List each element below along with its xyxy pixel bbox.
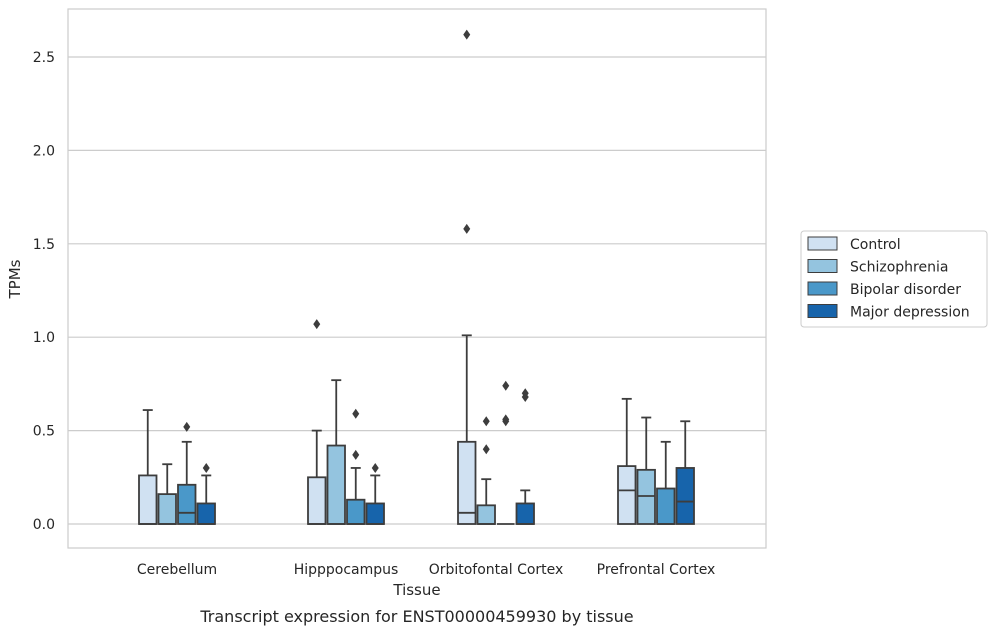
legend-label: Major depression bbox=[850, 305, 970, 321]
outlier-point bbox=[463, 29, 471, 40]
box bbox=[177, 483, 197, 525]
box bbox=[157, 493, 177, 525]
y-tick-label: 0.0 bbox=[33, 517, 55, 533]
box bbox=[675, 467, 695, 525]
x-tick-label: Prefrontal Cortex bbox=[597, 562, 716, 578]
box bbox=[365, 502, 385, 525]
legend-swatch bbox=[807, 304, 838, 318]
chart-caption: Transcript expression for ENST0000045993… bbox=[199, 607, 633, 626]
outlier-point bbox=[482, 444, 490, 455]
y-tick-label: 2.5 bbox=[33, 50, 55, 66]
boxes bbox=[138, 29, 695, 525]
legend-swatch bbox=[807, 259, 838, 273]
x-tick-label: Cerebellum bbox=[137, 562, 217, 578]
outlier-point bbox=[502, 380, 510, 391]
x-axis: Cerebellum Hipppocampus Orbitofontal Corte… bbox=[137, 562, 715, 578]
box bbox=[457, 440, 477, 525]
box bbox=[476, 504, 496, 525]
box bbox=[346, 498, 366, 525]
outlier-point bbox=[352, 449, 360, 460]
box-group bbox=[457, 29, 477, 525]
outlier-point bbox=[202, 462, 210, 473]
box-group bbox=[326, 379, 346, 525]
outlier-point bbox=[521, 388, 529, 399]
box bbox=[617, 465, 637, 525]
box-group bbox=[365, 462, 385, 525]
box-group bbox=[515, 388, 535, 525]
box-group bbox=[476, 416, 496, 525]
y-axis-label: TPMs bbox=[6, 259, 24, 299]
box-group bbox=[177, 421, 197, 525]
x-tick-label: Hipppocampus bbox=[294, 562, 399, 578]
box-group bbox=[307, 319, 327, 525]
legend-swatch bbox=[807, 281, 838, 296]
box bbox=[636, 468, 656, 525]
x-tick-label: Orbitofontal Cortex bbox=[429, 562, 564, 578]
box bbox=[196, 502, 216, 525]
grid-lines bbox=[68, 56, 766, 525]
box-group bbox=[346, 408, 366, 525]
y-axis: 0.0 0.5 1.0 1.5 2.0 2.5 bbox=[33, 50, 55, 533]
y-tick-label: 1.0 bbox=[33, 330, 55, 346]
box-group bbox=[675, 420, 695, 525]
outlier-point bbox=[313, 319, 321, 330]
y-tick-label: 0.5 bbox=[33, 424, 55, 440]
y-tick-label: 2.0 bbox=[33, 143, 55, 159]
box bbox=[307, 476, 327, 525]
box-group bbox=[656, 440, 676, 525]
y-tick-label: 1.5 bbox=[33, 237, 55, 253]
legend-frame bbox=[800, 230, 988, 328]
x-axis-label: Tissue bbox=[392, 581, 440, 599]
outlier-point bbox=[463, 223, 471, 234]
legend-label: Bipolar disorder bbox=[850, 282, 961, 298]
box bbox=[656, 487, 676, 525]
legend-label: Control bbox=[850, 237, 901, 253]
box bbox=[515, 502, 535, 525]
box bbox=[326, 444, 346, 525]
outlier-point bbox=[183, 421, 191, 432]
outlier-point bbox=[371, 462, 379, 473]
box-group bbox=[617, 397, 637, 525]
box-group bbox=[497, 380, 515, 525]
outlier-point bbox=[502, 414, 510, 425]
outlier-point bbox=[482, 416, 490, 427]
legend: Control Schizophrenia Bipolar disorder Majo… bbox=[800, 230, 988, 328]
outlier-point bbox=[352, 408, 360, 419]
legend-swatch bbox=[807, 236, 838, 251]
box-group bbox=[157, 463, 177, 525]
plot-frame bbox=[67, 8, 767, 549]
box-group bbox=[138, 409, 158, 525]
legend-label: Schizophrenia bbox=[850, 260, 948, 276]
box-group bbox=[196, 462, 216, 525]
box-group bbox=[636, 416, 656, 525]
box bbox=[138, 474, 158, 525]
